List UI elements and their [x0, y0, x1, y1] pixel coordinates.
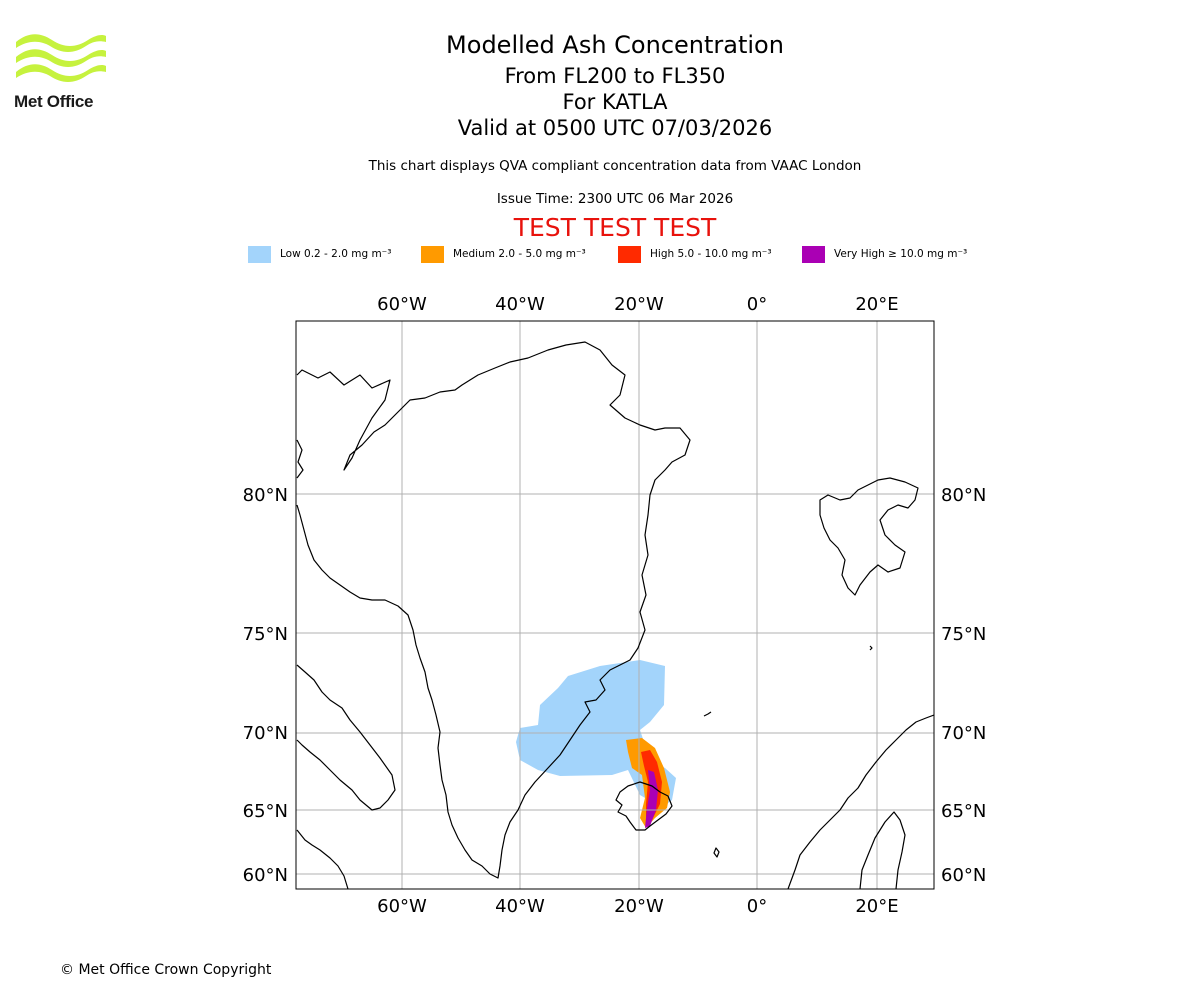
- lon-label-bottom-40w: 40°W: [495, 896, 545, 917]
- ellesmere-island-coastline: [296, 439, 304, 479]
- jan-mayen-coastline: [703, 711, 712, 717]
- lat-label-right-75n: 75°N: [941, 624, 986, 645]
- svalbard-coastline: [819, 477, 919, 596]
- lat-label-left-60n: 60°N: [243, 865, 288, 886]
- legend-swatch-low: [248, 245, 271, 263]
- baffin-island-coastline: [296, 664, 396, 811]
- legend-swatch-high: [618, 245, 641, 263]
- lon-label-bottom-20e: 20°E: [855, 896, 898, 917]
- scandinavia-inner-coastline: [859, 811, 906, 889]
- legend-item-high: High 5.0 - 10.0 mg m⁻³: [618, 244, 772, 264]
- legend-item-low: Low 0.2 - 2.0 mg m⁻³: [248, 244, 391, 264]
- valid-time: Valid at 0500 UTC 07/03/2026: [457, 116, 773, 140]
- legend-label-medium: Medium 2.0 - 5.0 mg m⁻³: [453, 248, 586, 260]
- lat-label-right-65n: 65°N: [941, 801, 986, 822]
- lon-label-top-0: 0°: [747, 294, 767, 315]
- ash-very-high-concentration-area: [645, 770, 658, 828]
- ash-low-concentration-area: [516, 660, 676, 808]
- lat-label-right-70n: 70°N: [941, 723, 986, 744]
- legend-item-medium: Medium 2.0 - 5.0 mg m⁻³: [421, 244, 586, 264]
- lon-label-bottom-20w: 20°W: [614, 896, 664, 917]
- chart-title: Modelled Ash Concentration: [446, 31, 784, 59]
- issue-time: Issue Time: 2300 UTC 06 Mar 2026: [496, 191, 734, 207]
- map-frame: [295, 320, 935, 890]
- volcano-name: For KATLA: [562, 90, 668, 114]
- labrador-coastline: [296, 829, 349, 889]
- norway-coastline: [787, 714, 934, 889]
- lat-label-left-65n: 65°N: [243, 801, 288, 822]
- lon-label-bottom-60w: 60°W: [377, 896, 427, 917]
- bear-island-coastline: [869, 645, 873, 651]
- legend-swatch-very-high: [802, 245, 825, 263]
- legend-item-very-high: Very High ≥ 10.0 mg m⁻³: [802, 244, 967, 264]
- iceland-coastline: [615, 781, 673, 831]
- lat-label-right-80n: 80°N: [941, 485, 986, 506]
- lon-label-bottom-0: 0°: [747, 896, 767, 917]
- greenland-coastline: [296, 341, 691, 879]
- lon-label-top-40w: 40°W: [495, 294, 545, 315]
- axis-labels: 60°W 40°W 20°W 0° 20°E 60°W 40°W 20°W 0°…: [243, 294, 987, 917]
- faroe-islands-coastline: [713, 847, 720, 858]
- lon-label-top-20e: 20°E: [855, 294, 898, 315]
- met-office-logo: Met Office: [14, 30, 108, 112]
- lat-label-right-60n: 60°N: [941, 865, 986, 886]
- compliance-note: This chart displays QVA compliant concen…: [368, 158, 862, 174]
- legend-label-low: Low 0.2 - 2.0 mg m⁻³: [280, 248, 392, 260]
- legend-swatch-medium: [421, 245, 444, 263]
- legend-label-high: High 5.0 - 10.0 mg m⁻³: [650, 248, 772, 260]
- copyright-notice: © Met Office Crown Copyright: [60, 962, 272, 978]
- flight-levels: From FL200 to FL350: [504, 64, 726, 88]
- test-banner: TEST TEST TEST: [513, 213, 717, 242]
- map-gridlines: [296, 321, 934, 889]
- lat-label-left-80n: 80°N: [243, 485, 288, 506]
- lon-label-top-60w: 60°W: [377, 294, 427, 315]
- lat-label-left-75n: 75°N: [243, 624, 288, 645]
- legend-label-very-high: Very High ≥ 10.0 mg m⁻³: [834, 248, 968, 260]
- logo-text: Met Office: [14, 92, 94, 111]
- lat-label-left-70n: 70°N: [243, 723, 288, 744]
- wave-logo-icon: [16, 34, 106, 82]
- lon-label-top-20w: 20°W: [614, 294, 664, 315]
